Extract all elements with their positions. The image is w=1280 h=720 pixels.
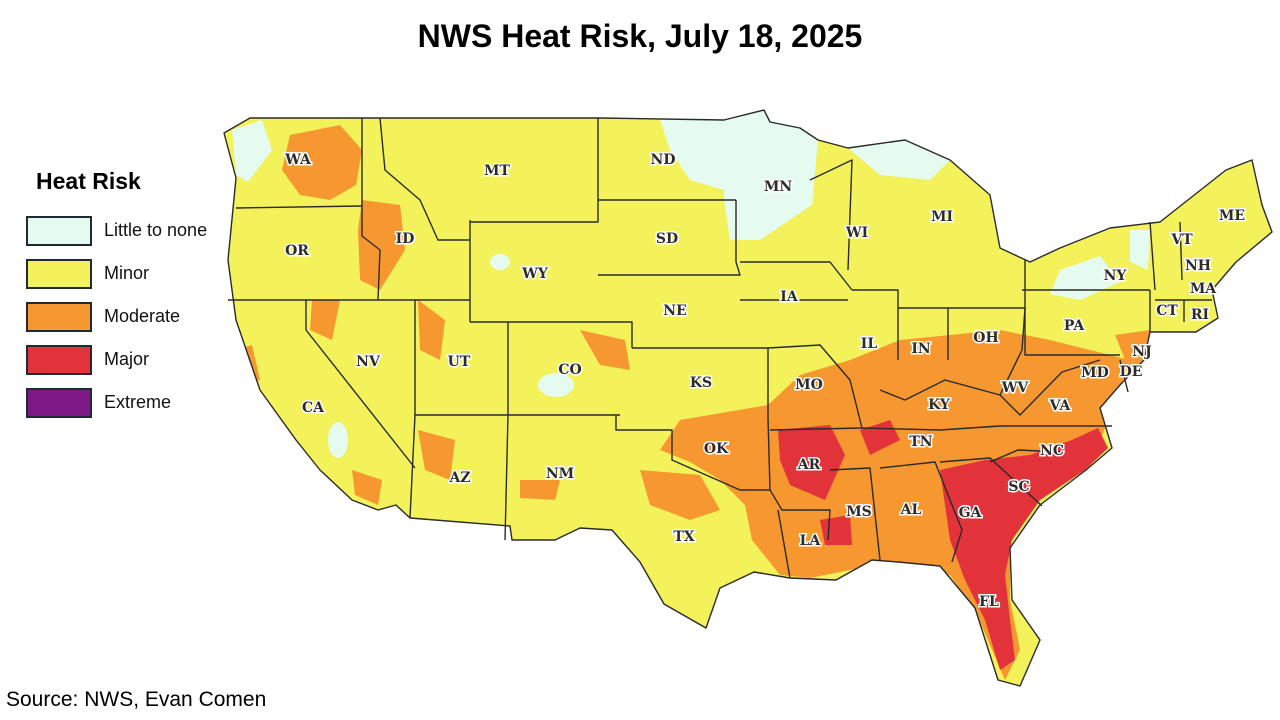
state-label-mt: MT [484,163,510,179]
state-label-de: DE [1120,364,1143,380]
legend-label: Major [104,349,150,369]
state-label-md: MD [1081,365,1109,381]
state-label-ma: MA [1190,281,1217,297]
moderate-areas [235,125,1150,680]
state-label-ut: UT [448,354,471,370]
source-note: Source: NWS, Evan Comen [6,688,267,711]
state-label-ks: KS [690,375,712,391]
state-label-tn: TN [909,434,932,450]
legend-swatch [26,301,92,332]
state-label-wv: WV [1001,380,1030,396]
legend-item-little-to-none: Little to none [26,209,236,252]
state-label-nv: NV [356,354,381,370]
state-borders [223,109,1273,687]
state-label-ny: NY [1104,268,1128,284]
state-label-tx: TX [673,529,694,545]
state-label-mo: MO [795,377,823,393]
state-label-va: VA [1049,398,1072,414]
state-label-wy: WY [521,266,549,282]
state-label-al: AL [900,502,922,518]
legend-label: Moderate [104,306,181,326]
state-label-wi: WI [845,225,868,241]
state-label-me: ME [1219,208,1245,224]
legend-item-moderate: Moderate [26,295,236,338]
state-label-il: IL [861,336,878,352]
state-label-nc: NC [1040,443,1064,459]
state-label-sd: SD [656,231,678,247]
state-label-wa: WA [284,152,312,168]
state-label-id: ID [396,231,415,247]
legend-item-extreme: Extreme [26,381,236,424]
state-label-sc: SC [1008,479,1029,495]
legend-swatch [26,258,92,289]
legend-label: Extreme [104,392,172,412]
legend-item-minor: Minor [26,252,236,295]
state-label-ky: KY [928,397,951,413]
legend-title: Heat Risk [36,168,141,194]
state-label-ct: CT [1156,303,1178,319]
state-label-or: OR [285,243,309,259]
state-label-az: AZ [448,470,470,486]
state-label-ms: MS [846,504,872,520]
state-label-ia: IA [780,289,799,305]
state-label-pa: PA [1064,318,1086,334]
legend-swatch [26,387,92,418]
state-label-oh: OH [973,330,998,346]
legend-swatch [26,215,92,246]
state-label-nh: NH [1185,258,1211,274]
map-title: NWS Heat Risk, July 18, 2025 [417,18,863,54]
little-to-none-areas [232,110,1150,458]
state-label-mi: MI [931,209,953,225]
state-label-ga: GA [959,505,983,521]
state-label-nj: NJ [1132,344,1152,360]
state-labels: WA OR CA ID NV MT WY UT AZ CO NM ND SD N… [283,151,1247,612]
state-label-ar: AR [797,457,821,473]
state-label-ok: OK [704,441,729,457]
state-label-la: LA [800,533,822,549]
legend-label: Minor [104,263,150,283]
legend-swatch [26,344,92,375]
legend: Heat Risk Little to none Minor Moderate … [26,168,236,424]
state-label-mn: MN [764,179,792,195]
state-label-ri: RI [1191,307,1209,323]
state-label-ca: CA [302,400,325,416]
state-label-nd: ND [651,152,676,168]
legend-item-major: Major [26,338,236,381]
state-label-co: CO [558,362,581,378]
state-label-in: IN [911,341,931,357]
state-label-fl: FL [979,594,999,610]
state-label-ne: NE [663,303,686,319]
state-label-nm: NM [546,466,574,482]
legend-label: Little to none [104,220,208,240]
state-label-vt: VT [1170,232,1193,248]
